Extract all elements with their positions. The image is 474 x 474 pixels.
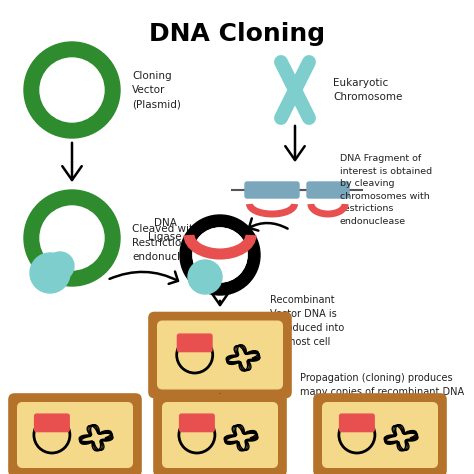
Text: DNA
Ligase: DNA Ligase: [148, 218, 182, 242]
FancyBboxPatch shape: [314, 394, 446, 474]
Circle shape: [40, 206, 104, 270]
FancyBboxPatch shape: [339, 414, 374, 432]
Text: Propagation (cloning) produces
many copies of recombinant DNA: Propagation (cloning) produces many copi…: [300, 373, 464, 397]
FancyBboxPatch shape: [154, 394, 286, 474]
FancyBboxPatch shape: [9, 394, 141, 474]
Circle shape: [24, 190, 120, 286]
FancyBboxPatch shape: [18, 403, 132, 467]
FancyBboxPatch shape: [307, 182, 349, 198]
Circle shape: [24, 42, 120, 138]
Text: Recombinant
Vector DNA is
introduced into
the host cell: Recombinant Vector DNA is introduced int…: [270, 295, 344, 347]
FancyBboxPatch shape: [177, 334, 212, 352]
FancyBboxPatch shape: [245, 182, 299, 198]
Text: DNA Fragment of
interest is obtained
by cleaving
chromosomes with
restrictions
e: DNA Fragment of interest is obtained by …: [340, 154, 432, 226]
Circle shape: [30, 253, 70, 293]
Circle shape: [180, 215, 260, 295]
FancyBboxPatch shape: [158, 321, 283, 389]
Circle shape: [40, 58, 104, 122]
Circle shape: [188, 260, 222, 294]
FancyBboxPatch shape: [180, 414, 214, 432]
Text: Cloning
Vector
(Plasmid): Cloning Vector (Plasmid): [132, 71, 181, 109]
FancyBboxPatch shape: [35, 414, 69, 432]
FancyBboxPatch shape: [323, 403, 438, 467]
Circle shape: [193, 228, 247, 282]
Circle shape: [193, 228, 247, 282]
FancyBboxPatch shape: [149, 312, 291, 398]
Text: DNA Cloning: DNA Cloning: [149, 22, 325, 46]
Circle shape: [46, 252, 74, 280]
FancyBboxPatch shape: [163, 403, 277, 467]
Text: Eukaryotic
Chromosome: Eukaryotic Chromosome: [333, 78, 402, 102]
Text: Cleaved with
Restriction
endonuclease: Cleaved with Restriction endonuclease: [132, 224, 205, 262]
